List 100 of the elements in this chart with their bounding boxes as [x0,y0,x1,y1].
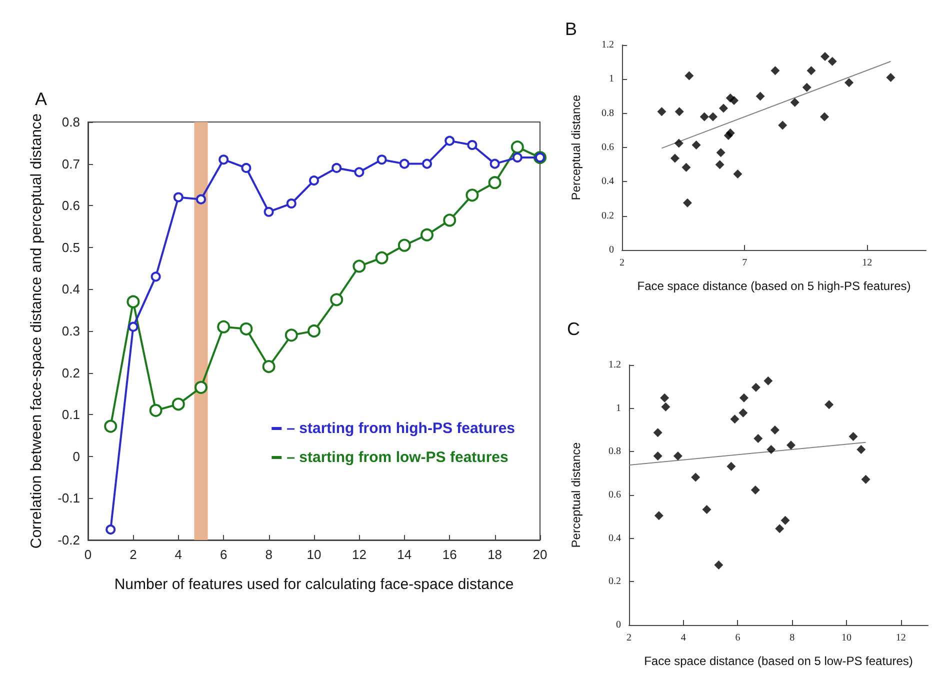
x-tick-label: 16 [442,547,457,562]
text: B [565,19,578,39]
point [790,98,800,107]
y-tick-label: -0.1 [58,490,80,506]
point [443,214,456,227]
x-tick-label: 7 [742,258,748,268]
point [194,380,208,394]
point [775,524,784,534]
point [308,324,320,338]
point [824,400,834,410]
point [716,148,726,158]
x-tick-label: 2 [620,258,624,268]
y-tick-label: 0.4 [602,176,614,188]
point [150,272,161,282]
point [726,128,735,138]
point [653,452,662,460]
point [128,322,138,332]
legend-label: – starting from high-PS features [286,420,516,437]
point [149,404,162,417]
point [684,71,694,80]
point [467,140,478,150]
point [126,295,140,308]
x-tick-label: 2 [130,547,137,562]
point [806,66,816,76]
y-tick-label: 0.4 [62,282,80,297]
point [802,82,812,92]
point [218,154,229,165]
point [420,228,434,242]
x-tick-label: 20 [532,547,548,562]
x-tick-label: 4 [680,632,686,644]
point [240,322,253,336]
x-tick-label: 8 [265,547,272,562]
point [766,445,776,454]
point [764,376,773,386]
y-axis-title: Perceptual distance [569,94,583,200]
y-tick-label: 0 [616,620,621,630]
point [848,432,858,441]
point [861,474,870,484]
point [217,320,230,334]
x-tick-label: 4 [174,547,182,562]
x-axis-title: Face space distance (based on 5 high-PS features) [637,279,911,293]
x-tick-label: 12 [896,632,906,644]
point [173,192,184,202]
point [490,158,500,169]
point [778,120,788,130]
point [730,414,740,424]
point [770,426,780,434]
point [886,72,896,82]
point [510,140,524,154]
point [820,112,830,122]
point [264,206,274,217]
point [692,140,701,150]
y-tick-label: 1.2 [608,360,621,370]
y-tick-label: 0.6 [602,142,614,153]
point [726,462,736,471]
point [657,107,666,116]
point [786,440,796,450]
point [352,260,366,273]
y-tick-label: -0.2 [58,532,80,548]
point [730,96,739,106]
point [241,162,252,173]
point [309,176,319,186]
y-tick-label: 0.1 [62,407,80,422]
y-axis-title: Correlation between face-space distance and perceptual distance [28,113,45,549]
point [700,112,709,122]
point [754,434,763,443]
x-axis-title: Face space distance (based on 5 low-PS features) [644,654,913,668]
point [654,511,664,520]
x-tick-label: 8 [790,632,795,644]
x-tick-label: 12 [862,258,872,268]
point [750,486,760,495]
x-tick-label: 18 [488,547,502,562]
point [780,516,790,525]
point [398,238,411,252]
y-tick-label: 0.7 [62,156,80,172]
point [262,360,276,374]
point [466,188,479,202]
point [286,198,296,209]
point [653,428,662,438]
point [488,176,502,190]
x-axis-title: Number of features used for calculating face-space distance [114,576,514,593]
point [682,198,692,208]
point [718,104,728,113]
point [715,160,724,170]
point [354,167,364,178]
point [172,398,185,411]
y-tick-label: 0.2 [602,210,614,222]
x-tick-label: 14 [397,547,412,562]
text: A [35,89,48,109]
point [733,169,742,178]
y-tick-label: 0.2 [62,365,80,380]
y-axis-title: Perceptual distance [569,442,583,548]
x-tick-label: 12 [352,547,366,562]
x-tick-label: 2 [626,632,632,644]
y-tick-label: 1 [609,74,614,85]
point [512,152,522,163]
point [682,162,691,172]
point [828,56,837,66]
point [670,154,680,163]
point [661,402,670,412]
